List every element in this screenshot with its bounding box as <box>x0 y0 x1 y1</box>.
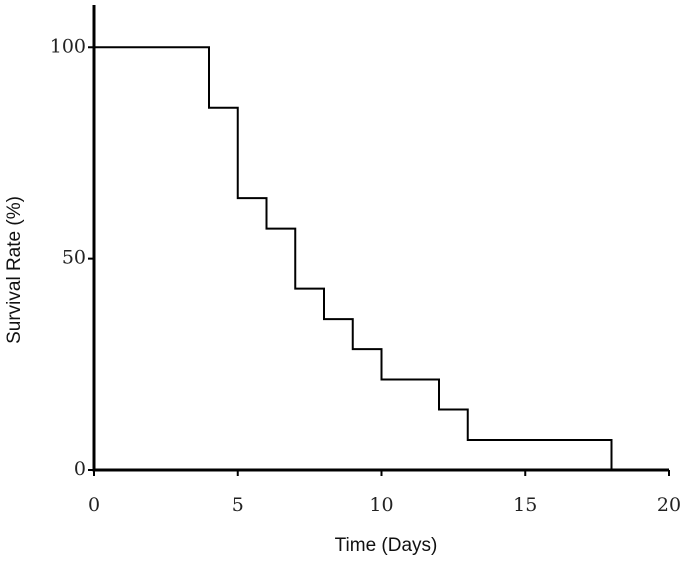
y-tick-label: 0 <box>74 458 86 480</box>
x-tick-label: 10 <box>369 494 393 516</box>
y-tick-label: 100 <box>50 35 86 57</box>
y-axis-label: Survival Rate (%) <box>4 196 25 344</box>
survival-curve <box>94 46 613 470</box>
x-tick-label: 0 <box>88 494 100 516</box>
y-tick-label: 50 <box>62 247 86 269</box>
x-tick-label: 5 <box>232 494 244 516</box>
x-tick-label: 20 <box>657 494 681 516</box>
x-axis-label: Time (Days) <box>335 535 438 556</box>
x-tick-label: 15 <box>513 494 537 516</box>
